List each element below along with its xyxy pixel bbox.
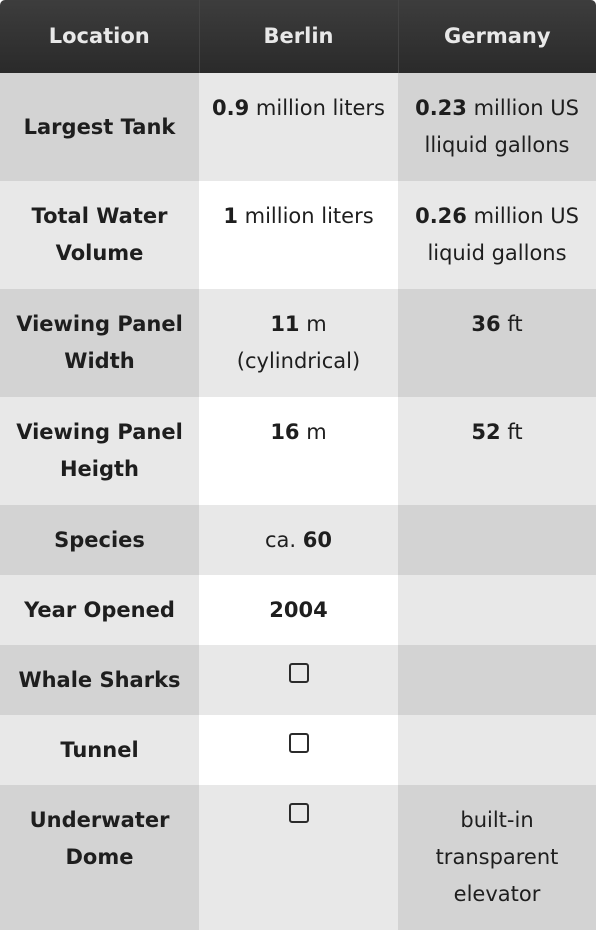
empty-checkbox-icon xyxy=(288,803,309,823)
label-underwater-dome: Underwater Dome xyxy=(0,785,199,930)
row-viewing-panel-width: Viewing Panel Width 11 m (cylindrical) 3… xyxy=(0,289,596,397)
table-body: Largest Tank 0.9 million liters 0.23 mil… xyxy=(0,73,596,930)
germany-largest-tank-value: 0.23 xyxy=(415,96,467,120)
germany-whale-sharks xyxy=(398,645,596,715)
germany-viewing-panel-height-unit: ft xyxy=(500,420,523,444)
germany-largest-tank: 0.23 million US lliquid gallons xyxy=(398,73,596,181)
germany-viewing-panel-height: 52 ft xyxy=(398,397,596,505)
berlin-total-water-volume-unit: million liters xyxy=(237,204,374,228)
berlin-viewing-panel-height-unit: m xyxy=(299,420,327,444)
row-whale-sharks: Whale Sharks xyxy=(0,645,596,715)
berlin-largest-tank-value: 0.9 xyxy=(212,96,250,120)
berlin-viewing-panel-height-value: 16 xyxy=(270,420,300,444)
germany-underwater-dome: built-in transparent elevator xyxy=(398,785,596,930)
berlin-total-water-volume-value: 1 xyxy=(223,204,238,228)
berlin-viewing-panel-width: 11 m (cylindrical) xyxy=(199,289,398,397)
germany-species xyxy=(398,505,596,575)
berlin-tunnel xyxy=(199,715,398,785)
germany-viewing-panel-width-unit: ft xyxy=(500,312,523,336)
row-tunnel: Tunnel xyxy=(0,715,596,785)
germany-viewing-panel-width: 36 ft xyxy=(398,289,596,397)
label-species: Species xyxy=(0,505,199,575)
row-species: Species ca. 60 xyxy=(0,505,596,575)
label-year-opened: Year Opened xyxy=(0,575,199,645)
berlin-species-prefix: ca. xyxy=(265,527,303,552)
label-viewing-panel-height: Viewing Panel Heigth xyxy=(0,397,199,505)
label-viewing-panel-width: Viewing Panel Width xyxy=(0,289,199,397)
berlin-underwater-dome xyxy=(199,785,398,930)
label-largest-tank: Largest Tank xyxy=(0,73,199,181)
germany-viewing-panel-height-value: 52 xyxy=(471,420,501,444)
row-largest-tank: Largest Tank 0.9 million liters 0.23 mil… xyxy=(0,73,596,181)
header-location: Location xyxy=(0,0,199,73)
germany-total-water-volume-unit: million US liquid gallons xyxy=(427,204,579,265)
berlin-viewing-panel-height: 16 m xyxy=(199,397,398,505)
row-year-opened: Year Opened 2004 xyxy=(0,575,596,645)
header-germany: Germany xyxy=(397,0,596,73)
berlin-viewing-panel-width-value: 11 xyxy=(270,312,300,336)
header-row: Location Berlin Germany xyxy=(0,0,596,73)
table-header: Location Berlin Germany xyxy=(0,0,596,73)
label-tunnel: Tunnel xyxy=(0,715,199,785)
berlin-viewing-panel-width-unit: m (cylindrical) xyxy=(236,312,361,373)
berlin-year-opened-value: 2004 xyxy=(269,597,328,622)
germany-total-water-volume: 0.26 million US liquid gallons xyxy=(398,181,596,289)
berlin-whale-sharks xyxy=(199,645,398,715)
berlin-year-opened: 2004 xyxy=(199,575,398,645)
row-underwater-dome: Underwater Dome built-in transparent ele… xyxy=(0,785,596,930)
berlin-largest-tank: 0.9 million liters xyxy=(199,73,398,181)
berlin-species: ca. 60 xyxy=(199,505,398,575)
berlin-total-water-volume: 1 million liters xyxy=(199,181,398,289)
label-total-water-volume: Total Water Volume xyxy=(0,181,199,289)
germany-viewing-panel-width-value: 36 xyxy=(471,312,501,336)
berlin-species-value: 60 xyxy=(302,527,332,552)
germany-total-water-volume-value: 0.26 xyxy=(415,204,467,228)
label-whale-sharks: Whale Sharks xyxy=(0,645,199,715)
row-total-water-volume: Total Water Volume 1 million liters 0.26… xyxy=(0,181,596,289)
row-viewing-panel-height: Viewing Panel Heigth 16 m 52 ft xyxy=(0,397,596,505)
header-berlin: Berlin xyxy=(198,0,398,73)
germany-largest-tank-unit: million US lliquid gallons xyxy=(424,96,579,157)
empty-checkbox-icon xyxy=(288,733,309,753)
germany-tunnel xyxy=(398,715,596,785)
empty-checkbox-icon xyxy=(288,663,309,683)
germany-year-opened xyxy=(398,575,596,645)
berlin-largest-tank-unit: million liters xyxy=(249,96,385,120)
